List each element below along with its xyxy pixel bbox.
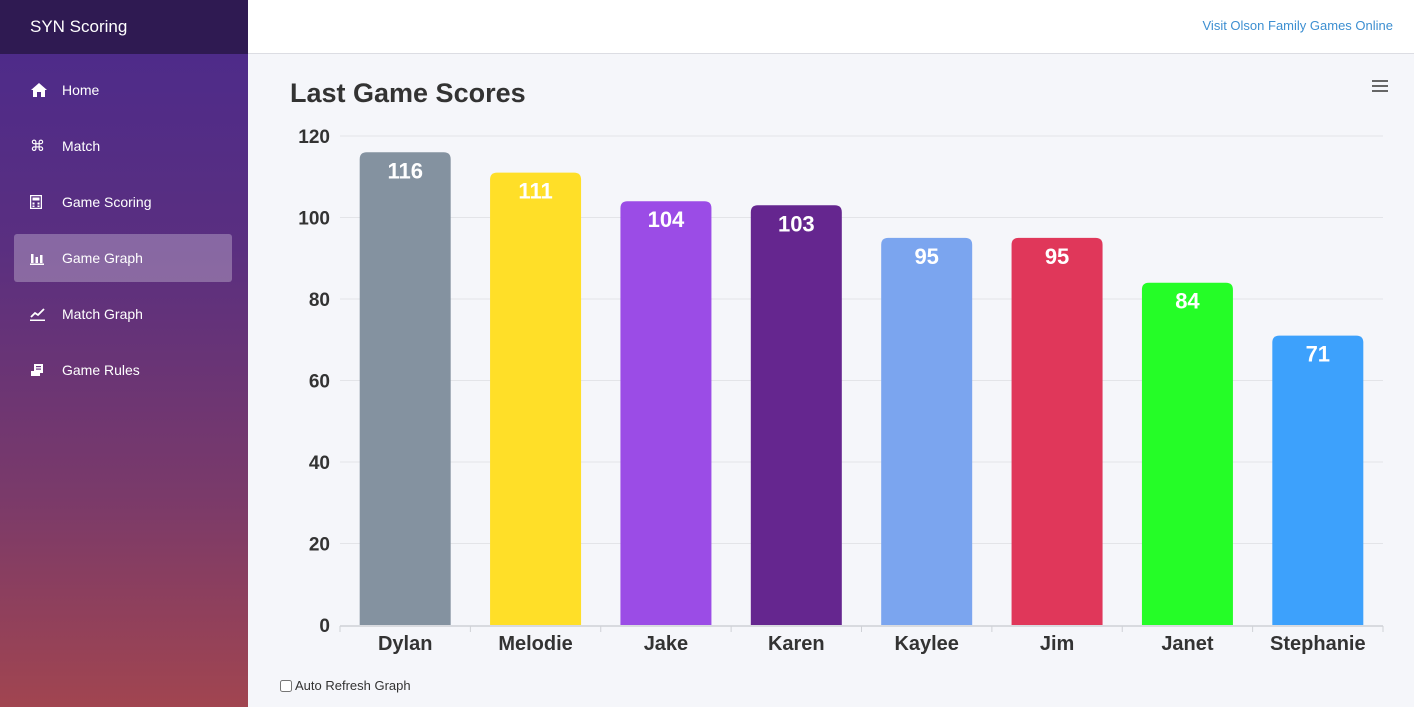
calculator-icon [30,195,62,209]
bar [1011,237,1103,625]
command-icon: ⌘ [30,138,45,155]
y-tick-label: 80 [309,290,330,311]
x-tick-label: Kaylee [894,633,959,655]
bar-data-label: 104 [648,207,685,232]
auto-refresh-control[interactable]: Auto Refresh Graph [280,678,411,693]
y-tick-label: 20 [309,535,330,556]
sidebar-item-home[interactable]: Home [14,66,232,114]
bar-data-label: 95 [1045,244,1069,269]
auto-refresh-checkbox[interactable] [280,679,292,692]
line-chart-icon [30,307,62,321]
x-tick-label: Melodie [498,633,572,655]
bar [620,201,712,625]
y-tick-label: 120 [298,127,330,148]
x-tick-label: Dylan [378,633,432,655]
bar [1272,335,1364,625]
y-tick-label: 60 [309,372,330,393]
sidebar: SYN Scoring Home ⌘ Match Game Scoring Ga… [0,0,248,707]
sidebar-item-label: Game Graph [62,250,143,266]
olson-games-link[interactable]: Visit Olson Family Games Online [1202,18,1394,33]
bar-data-label: 95 [914,244,938,269]
sidebar-item-match[interactable]: ⌘ Match [14,122,232,170]
bar-data-label: 103 [778,211,815,236]
top-bar: Visit Olson Family Games Online [248,0,1414,54]
bar [1141,282,1233,625]
y-tick-label: 40 [309,453,330,474]
x-tick-label: Jake [644,633,689,655]
bar-data-label: 116 [387,158,423,183]
sidebar-nav: Home ⌘ Match Game Scoring Game Graph Mat… [0,54,248,394]
chart-title: Last Game Scores [290,78,526,108]
sidebar-item-label: Match [62,138,101,154]
brand-title[interactable]: SYN Scoring [0,0,248,54]
sidebar-item-game-graph[interactable]: Game Graph [14,234,232,282]
sidebar-item-label: Match Graph [62,306,143,322]
sidebar-item-match-graph[interactable]: Match Graph [14,290,232,338]
sidebar-item-game-rules[interactable]: Game Rules [14,346,232,394]
y-tick-label: 0 [319,616,330,637]
bar [359,152,451,626]
bar-chart-icon [30,252,62,265]
auto-refresh-label: Auto Refresh Graph [295,678,411,693]
sidebar-item-label: Home [62,82,100,98]
y-tick-label: 100 [298,209,330,230]
main-content: Last Game Scores 0 20 40 60 80 100 120 116 Dylan… [248,54,1414,707]
x-tick-label: Jim [1040,633,1074,655]
x-tick-label: Karen [768,633,825,655]
bar [750,205,842,625]
x-tick-label: Stephanie [1270,633,1366,655]
bar-data-label: 111 [518,179,552,204]
hamburger-menu-icon[interactable] [1372,80,1388,95]
sidebar-item-label: Game Scoring [62,194,152,210]
bar-data-label: 71 [1306,342,1330,367]
x-tick-label: Janet [1161,633,1214,655]
bar-chart: 0 20 40 60 80 100 120 116 Dylan 111 Melodie 104 Jake… [298,127,1384,655]
bar-data-label: 84 [1175,289,1200,314]
sidebar-item-label: Game Rules [62,362,140,378]
scroll-icon [30,363,62,377]
bar [490,172,582,626]
sidebar-item-game-scoring[interactable]: Game Scoring [14,178,232,226]
home-icon [30,82,62,98]
bar [881,237,973,625]
